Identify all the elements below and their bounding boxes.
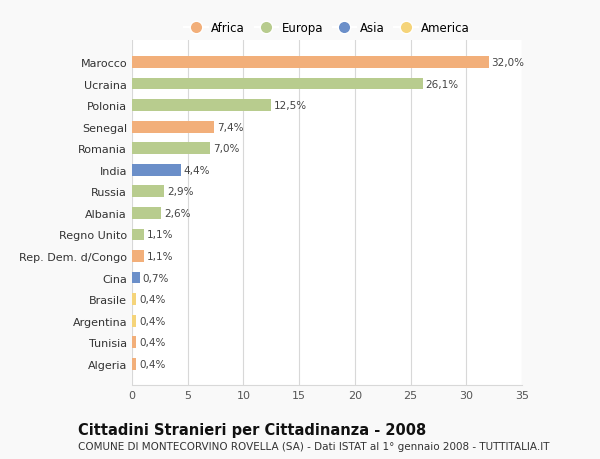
Text: COMUNE DI MONTECORVINO ROVELLA (SA) - Dati ISTAT al 1° gennaio 2008 - TUTTITALIA: COMUNE DI MONTECORVINO ROVELLA (SA) - Da… (78, 441, 550, 451)
Text: 26,1%: 26,1% (425, 79, 459, 90)
Bar (132, 358, 136, 370)
Bar (132, 186, 164, 198)
Bar (132, 315, 136, 327)
Bar (132, 78, 423, 90)
Text: 7,4%: 7,4% (217, 123, 244, 132)
Text: 0,4%: 0,4% (139, 316, 166, 326)
Bar (132, 57, 488, 69)
Text: 0,4%: 0,4% (139, 337, 166, 347)
Bar (132, 143, 210, 155)
Text: Cittadini Stranieri per Cittadinanza - 2008: Cittadini Stranieri per Cittadinanza - 2… (78, 422, 426, 437)
Text: 0,7%: 0,7% (143, 273, 169, 283)
Text: 12,5%: 12,5% (274, 101, 307, 111)
Bar (132, 336, 136, 348)
Bar (132, 294, 136, 305)
Legend: Africa, Europa, Asia, America: Africa, Europa, Asia, America (182, 20, 472, 37)
Bar (132, 100, 271, 112)
Bar (132, 229, 144, 241)
Text: 1,1%: 1,1% (147, 252, 173, 262)
Text: 0,4%: 0,4% (139, 295, 166, 304)
Text: 1,1%: 1,1% (147, 230, 173, 240)
Bar (132, 122, 214, 133)
Text: 4,4%: 4,4% (184, 165, 211, 175)
Text: 0,4%: 0,4% (139, 359, 166, 369)
Text: 2,9%: 2,9% (167, 187, 194, 197)
Bar (132, 207, 161, 219)
Text: 2,6%: 2,6% (164, 208, 190, 218)
Bar (132, 251, 144, 263)
Bar (132, 272, 140, 284)
Text: 7,0%: 7,0% (213, 144, 239, 154)
Text: 32,0%: 32,0% (491, 58, 524, 68)
Bar (132, 164, 181, 176)
